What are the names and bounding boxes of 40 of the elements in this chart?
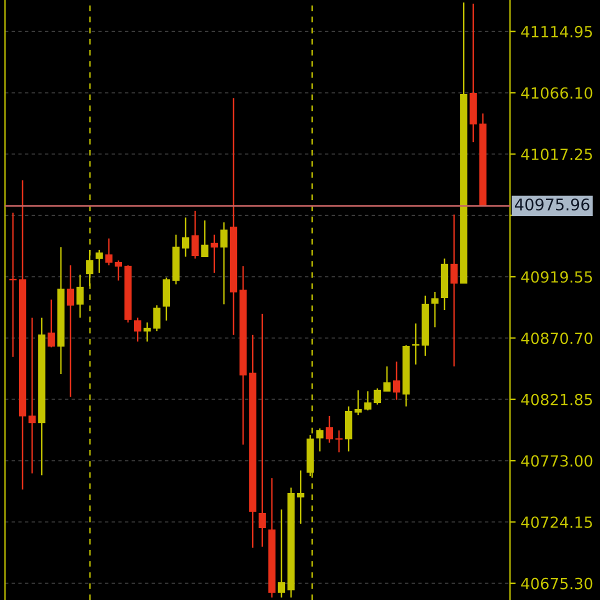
candlestick [326,415,334,444]
candlestick [66,264,74,398]
candlestick [278,508,286,598]
y-tick-label: 41114.95 [521,26,592,38]
candlestick [153,304,160,332]
candlestick [9,212,17,358]
candlestick [364,390,372,412]
candlestick [450,214,458,368]
candlestick [258,313,266,548]
candlestick [201,220,208,258]
candlestick [105,238,112,266]
candlestick [297,470,304,525]
y-tick-label: 40870.70 [521,332,592,344]
candlestick [374,388,381,406]
candlestick [383,366,391,392]
y-tick-label: 40724.15 [521,516,592,528]
candlestick [76,274,84,318]
y-tick-label: 40675.30 [521,578,592,590]
candlestick [335,430,343,453]
y-tick-label: 41017.25 [521,148,592,160]
candlestick [28,317,36,474]
candlestick [182,216,190,258]
candlestick [431,291,439,328]
candlestick [316,428,324,452]
candlestick [210,234,218,274]
y-tick-label: 40821.85 [521,394,592,406]
y-tick-label: 40919.55 [521,271,592,283]
candlestick [114,260,122,282]
candlestick [144,322,151,342]
candlestick [412,322,420,366]
candlestick [392,360,400,400]
candlestick [134,317,142,342]
y-tick-label: 40773.00 [521,455,592,467]
ref-line-label: 40975.96 [514,198,590,211]
candlestick [354,390,362,416]
candlestick [220,222,228,305]
candlestick [48,298,55,348]
candlestick [96,249,103,274]
y-tick-label: 41066.10 [521,87,592,99]
candlestick [192,210,199,260]
